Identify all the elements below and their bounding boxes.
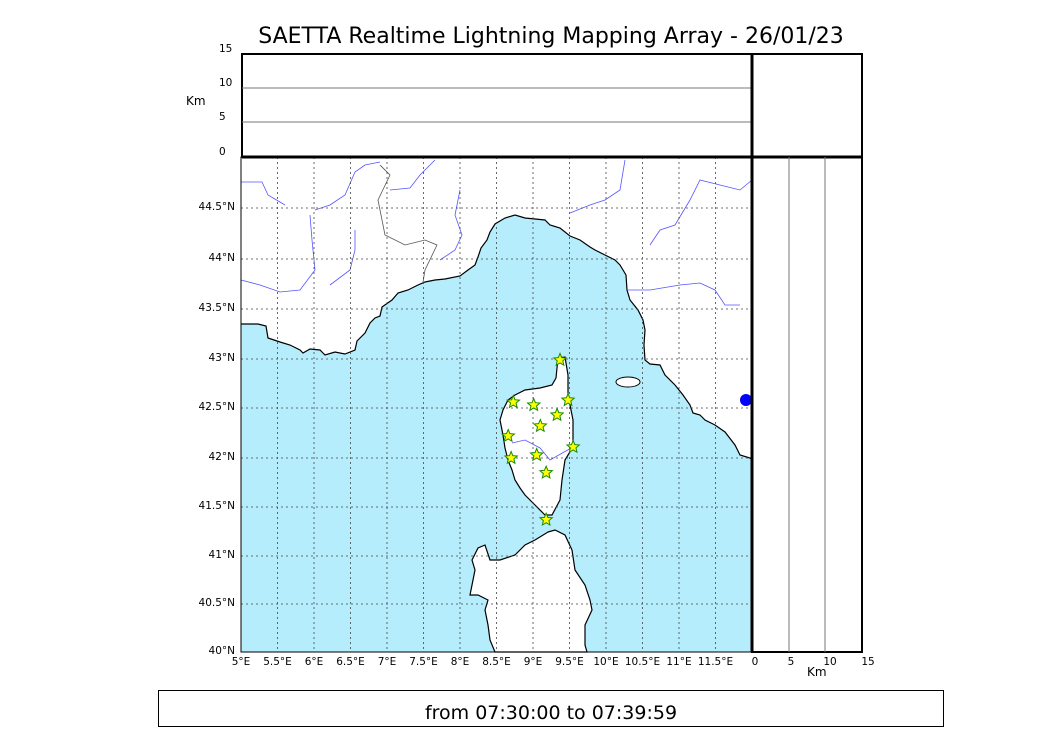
lat-tick-label: 40°N (208, 645, 235, 657)
lon-tick-label: 9°E (523, 656, 543, 668)
lightning-strike-marker (538, 464, 554, 480)
lon-tick-label: 5°E (231, 656, 251, 668)
altitude-tick-label: 5 (219, 111, 226, 123)
lightning-strike-marker (529, 447, 545, 462)
river-line (439, 189, 463, 261)
river-line (569, 159, 626, 214)
altitude-panel (241, 53, 863, 158)
lon-tick-label: 10.5°E (624, 656, 661, 668)
side-tick-label: 10 (823, 656, 837, 668)
time-range-box: from 07:30:00 to 07:39:59 (158, 690, 944, 727)
lon-tick-label: 11°E (666, 656, 692, 668)
altitude-unit-label: Km (186, 94, 206, 108)
river-line (511, 439, 574, 461)
lightning-strike-marker (549, 407, 565, 422)
corsica-island (499, 356, 574, 516)
side-tick-label: 0 (751, 656, 759, 668)
lightning-strike-marker (565, 439, 581, 454)
lon-tick-label: 6°E (304, 656, 324, 668)
lake-marker (740, 394, 752, 406)
lightning-strike-marker (538, 511, 554, 527)
lat-tick-label: 43°N (208, 352, 235, 364)
lat-tick-label: 44°N (208, 252, 235, 264)
lon-tick-label: 9.5°E (555, 656, 584, 668)
river-line (649, 179, 753, 246)
side-tick-label: 5 (787, 656, 795, 668)
river-line (241, 181, 286, 206)
mainland-coastline (241, 214, 753, 461)
time-range-text: from 07:30:00 to 07:39:59 (424, 702, 678, 724)
side-panel (751, 156, 863, 653)
river-line (240, 214, 316, 293)
lat-tick-label: 42.5°N (198, 401, 235, 413)
side-tick-label: 15 (861, 656, 875, 668)
sardinia-island (469, 529, 593, 653)
lat-tick-label: 43.5°N (198, 302, 235, 314)
lat-tick-label: 41.5°N (198, 500, 235, 512)
lat-tick-label: 44.5°N (198, 201, 235, 213)
lon-tick-label: 10°E (593, 656, 619, 668)
altitude-tick-label: 10 (219, 77, 233, 89)
lightning-strike-marker (503, 450, 519, 465)
lat-tick-label: 42°N (208, 451, 235, 463)
river-line (314, 161, 381, 211)
lat-tick-label: 40.5°N (198, 597, 235, 609)
lon-tick-label: 8°E (450, 656, 470, 668)
lightning-strike-marker (500, 428, 516, 443)
lon-tick-label: 11.5°E (697, 656, 734, 668)
river-line (389, 159, 436, 191)
lon-tick-label: 6.5°E (336, 656, 365, 668)
lightning-strike-marker (505, 394, 521, 409)
lightning-strike-marker (532, 418, 548, 433)
lon-tick-label: 8.5°E (482, 656, 511, 668)
lightning-strike-marker (560, 392, 576, 407)
figure-title: SAETTA Realtime Lightning Mapping Array … (258, 24, 844, 49)
border-line (377, 164, 438, 283)
side-unit-label: Km (807, 665, 827, 679)
altitude-tick-label: 15 (219, 43, 233, 55)
lat-tick-label: 41°N (208, 549, 235, 561)
river-line (628, 282, 740, 306)
lightning-strike-marker (552, 352, 568, 367)
lon-tick-label: 7.5°E (409, 656, 438, 668)
lon-tick-label: 7°E (377, 656, 397, 668)
lon-tick-label: 5.5°E (263, 656, 292, 668)
elba-island (615, 376, 641, 388)
altitude-tick-label: 0 (219, 146, 226, 158)
lightning-strike-marker (526, 397, 542, 412)
river-line (329, 230, 356, 286)
